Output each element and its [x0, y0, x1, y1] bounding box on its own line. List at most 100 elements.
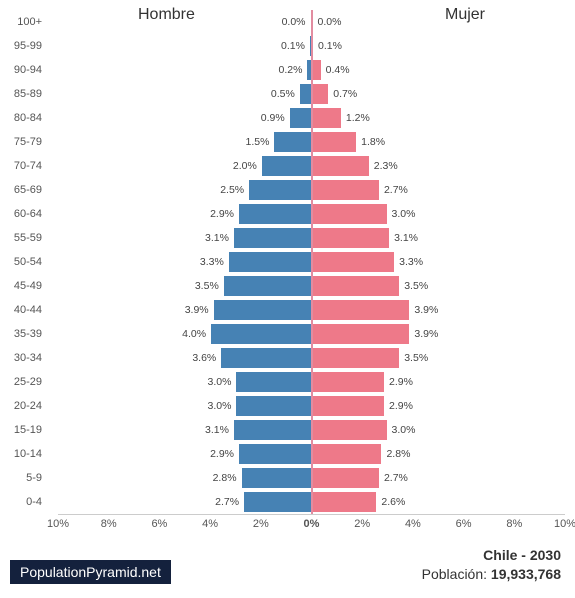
- age-label: 95-99: [0, 34, 48, 58]
- female-bar: [312, 467, 380, 489]
- female-value: 2.9%: [385, 376, 417, 388]
- female-bar: [312, 107, 342, 129]
- male-bar: [241, 467, 312, 489]
- pyramid-row: 1.5%1.8%: [58, 130, 565, 154]
- x-tick: 8%: [101, 518, 117, 530]
- pyramid-row: 3.0%2.9%: [58, 394, 565, 418]
- female-value: 2.8%: [382, 448, 414, 460]
- male-value: 4.0%: [178, 328, 210, 340]
- male-value: 2.5%: [216, 184, 248, 196]
- female-value: 3.1%: [390, 232, 422, 244]
- male-value: 3.5%: [191, 280, 223, 292]
- pyramid-row: 3.6% 3.5%: [58, 346, 565, 370]
- pyramid-row: 0.9%1.2%: [58, 106, 565, 130]
- female-bar: [312, 203, 388, 225]
- male-bar: [235, 371, 311, 393]
- age-label: 35-39: [0, 322, 48, 346]
- pyramid-row: 3.0%2.9%: [58, 370, 565, 394]
- pyramid-row: 2.9% 2.8%: [58, 442, 565, 466]
- male-bar: [233, 419, 312, 441]
- x-tick: 2%: [253, 518, 269, 530]
- age-label: 15-19: [0, 418, 48, 442]
- female-bar: [312, 323, 411, 345]
- male-value: 3.1%: [201, 232, 233, 244]
- male-bar: [243, 491, 311, 513]
- age-label: 55-59: [0, 226, 48, 250]
- female-value: 2.7%: [380, 184, 412, 196]
- female-bar: [312, 443, 383, 465]
- pyramid-row: 0.5%0.7%: [58, 82, 565, 106]
- female-bar: [312, 491, 378, 513]
- pyramid-row: 3.1% 3.1%: [58, 226, 565, 250]
- female-bar: [312, 59, 322, 81]
- male-bar: [289, 107, 312, 129]
- female-value: 3.0%: [388, 208, 420, 220]
- male-value: 2.7%: [211, 496, 243, 508]
- age-label: 65-69: [0, 178, 48, 202]
- age-label: 10-14: [0, 442, 48, 466]
- x-tick: 4%: [202, 518, 218, 530]
- female-value: 0.4%: [322, 64, 354, 76]
- male-value: 0.2%: [275, 64, 307, 76]
- x-tick: 6%: [456, 518, 472, 530]
- pyramid-row: 0.2% 0.4%: [58, 58, 565, 82]
- pyramid-row: 2.8%2.7%: [58, 466, 565, 490]
- female-value: 2.6%: [377, 496, 409, 508]
- male-bar: [223, 275, 312, 297]
- age-label: 25-29: [0, 370, 48, 394]
- population-pyramid-chart: 100+95-9990-9485-8980-8475-7970-7465-696…: [0, 0, 575, 538]
- pyramid-row: 2.0% 2.3%: [58, 154, 565, 178]
- pyramid-row: 2.7% 2.6%: [58, 490, 565, 514]
- pyramid-row: 0.0%0.0%: [58, 10, 565, 34]
- female-bar: [312, 227, 391, 249]
- age-label: 5-9: [0, 466, 48, 490]
- male-bar: [233, 227, 312, 249]
- female-value: 3.5%: [400, 280, 432, 292]
- female-bar: [312, 179, 380, 201]
- female-bar: [312, 83, 330, 105]
- pyramid-rows: 0.0%0.0% 0.1% 0.1% 0.2% 0.4% 0.5%0.7%0.9%1.2%…: [58, 10, 565, 514]
- female-bar: [312, 275, 401, 297]
- age-label: 100+: [0, 10, 48, 34]
- meta-block: Chile - 2030 Población: 19,933,768: [422, 546, 561, 584]
- plot-area: Hombre Mujer 0.0%0.0%0.1%0.1%0.2%0.4%0.5…: [58, 10, 565, 514]
- age-label: 30-34: [0, 346, 48, 370]
- pyramid-row: 3.3% 3.3%: [58, 250, 565, 274]
- pyramid-row: 3.5% 3.5%: [58, 274, 565, 298]
- age-label: 40-44: [0, 298, 48, 322]
- x-tick: 8%: [506, 518, 522, 530]
- x-tick: 6%: [151, 518, 167, 530]
- female-value: 2.3%: [370, 160, 402, 172]
- female-bar: [312, 395, 386, 417]
- female-bar: [312, 251, 396, 273]
- pyramid-row: 3.1%3.0%: [58, 418, 565, 442]
- female-value: 1.8%: [357, 136, 389, 148]
- male-value: 2.0%: [229, 160, 261, 172]
- footer: PopulationPyramid.net Chile - 2030 Pobla…: [0, 538, 575, 598]
- age-axis-labels: 100+95-9990-9485-8980-8475-7970-7465-696…: [0, 10, 48, 514]
- male-bar: [220, 347, 311, 369]
- age-label: 90-94: [0, 58, 48, 82]
- x-tick: 0%: [304, 518, 320, 530]
- age-label: 50-54: [0, 250, 48, 274]
- female-bar: [312, 299, 411, 321]
- male-bar: [238, 203, 312, 225]
- age-label: 20-24: [0, 394, 48, 418]
- pyramid-row: 0.1% 0.1%: [58, 34, 565, 58]
- female-value: 3.5%: [400, 352, 432, 364]
- male-value: 3.6%: [188, 352, 220, 364]
- female-bar: [312, 155, 370, 177]
- female-value: 3.9%: [410, 304, 442, 316]
- x-tick: 10%: [47, 518, 69, 530]
- female-value: 3.3%: [395, 256, 427, 268]
- female-bar: [312, 419, 388, 441]
- male-bar: [210, 323, 311, 345]
- male-value: 2.8%: [209, 472, 241, 484]
- male-value: 3.3%: [196, 256, 228, 268]
- male-value: 2.9%: [206, 448, 238, 460]
- age-label: 80-84: [0, 106, 48, 130]
- female-value: 0.1%: [314, 40, 346, 52]
- male-value: 0.1%: [277, 40, 309, 52]
- male-value: 3.1%: [201, 424, 233, 436]
- male-value: 0.5%: [267, 88, 299, 100]
